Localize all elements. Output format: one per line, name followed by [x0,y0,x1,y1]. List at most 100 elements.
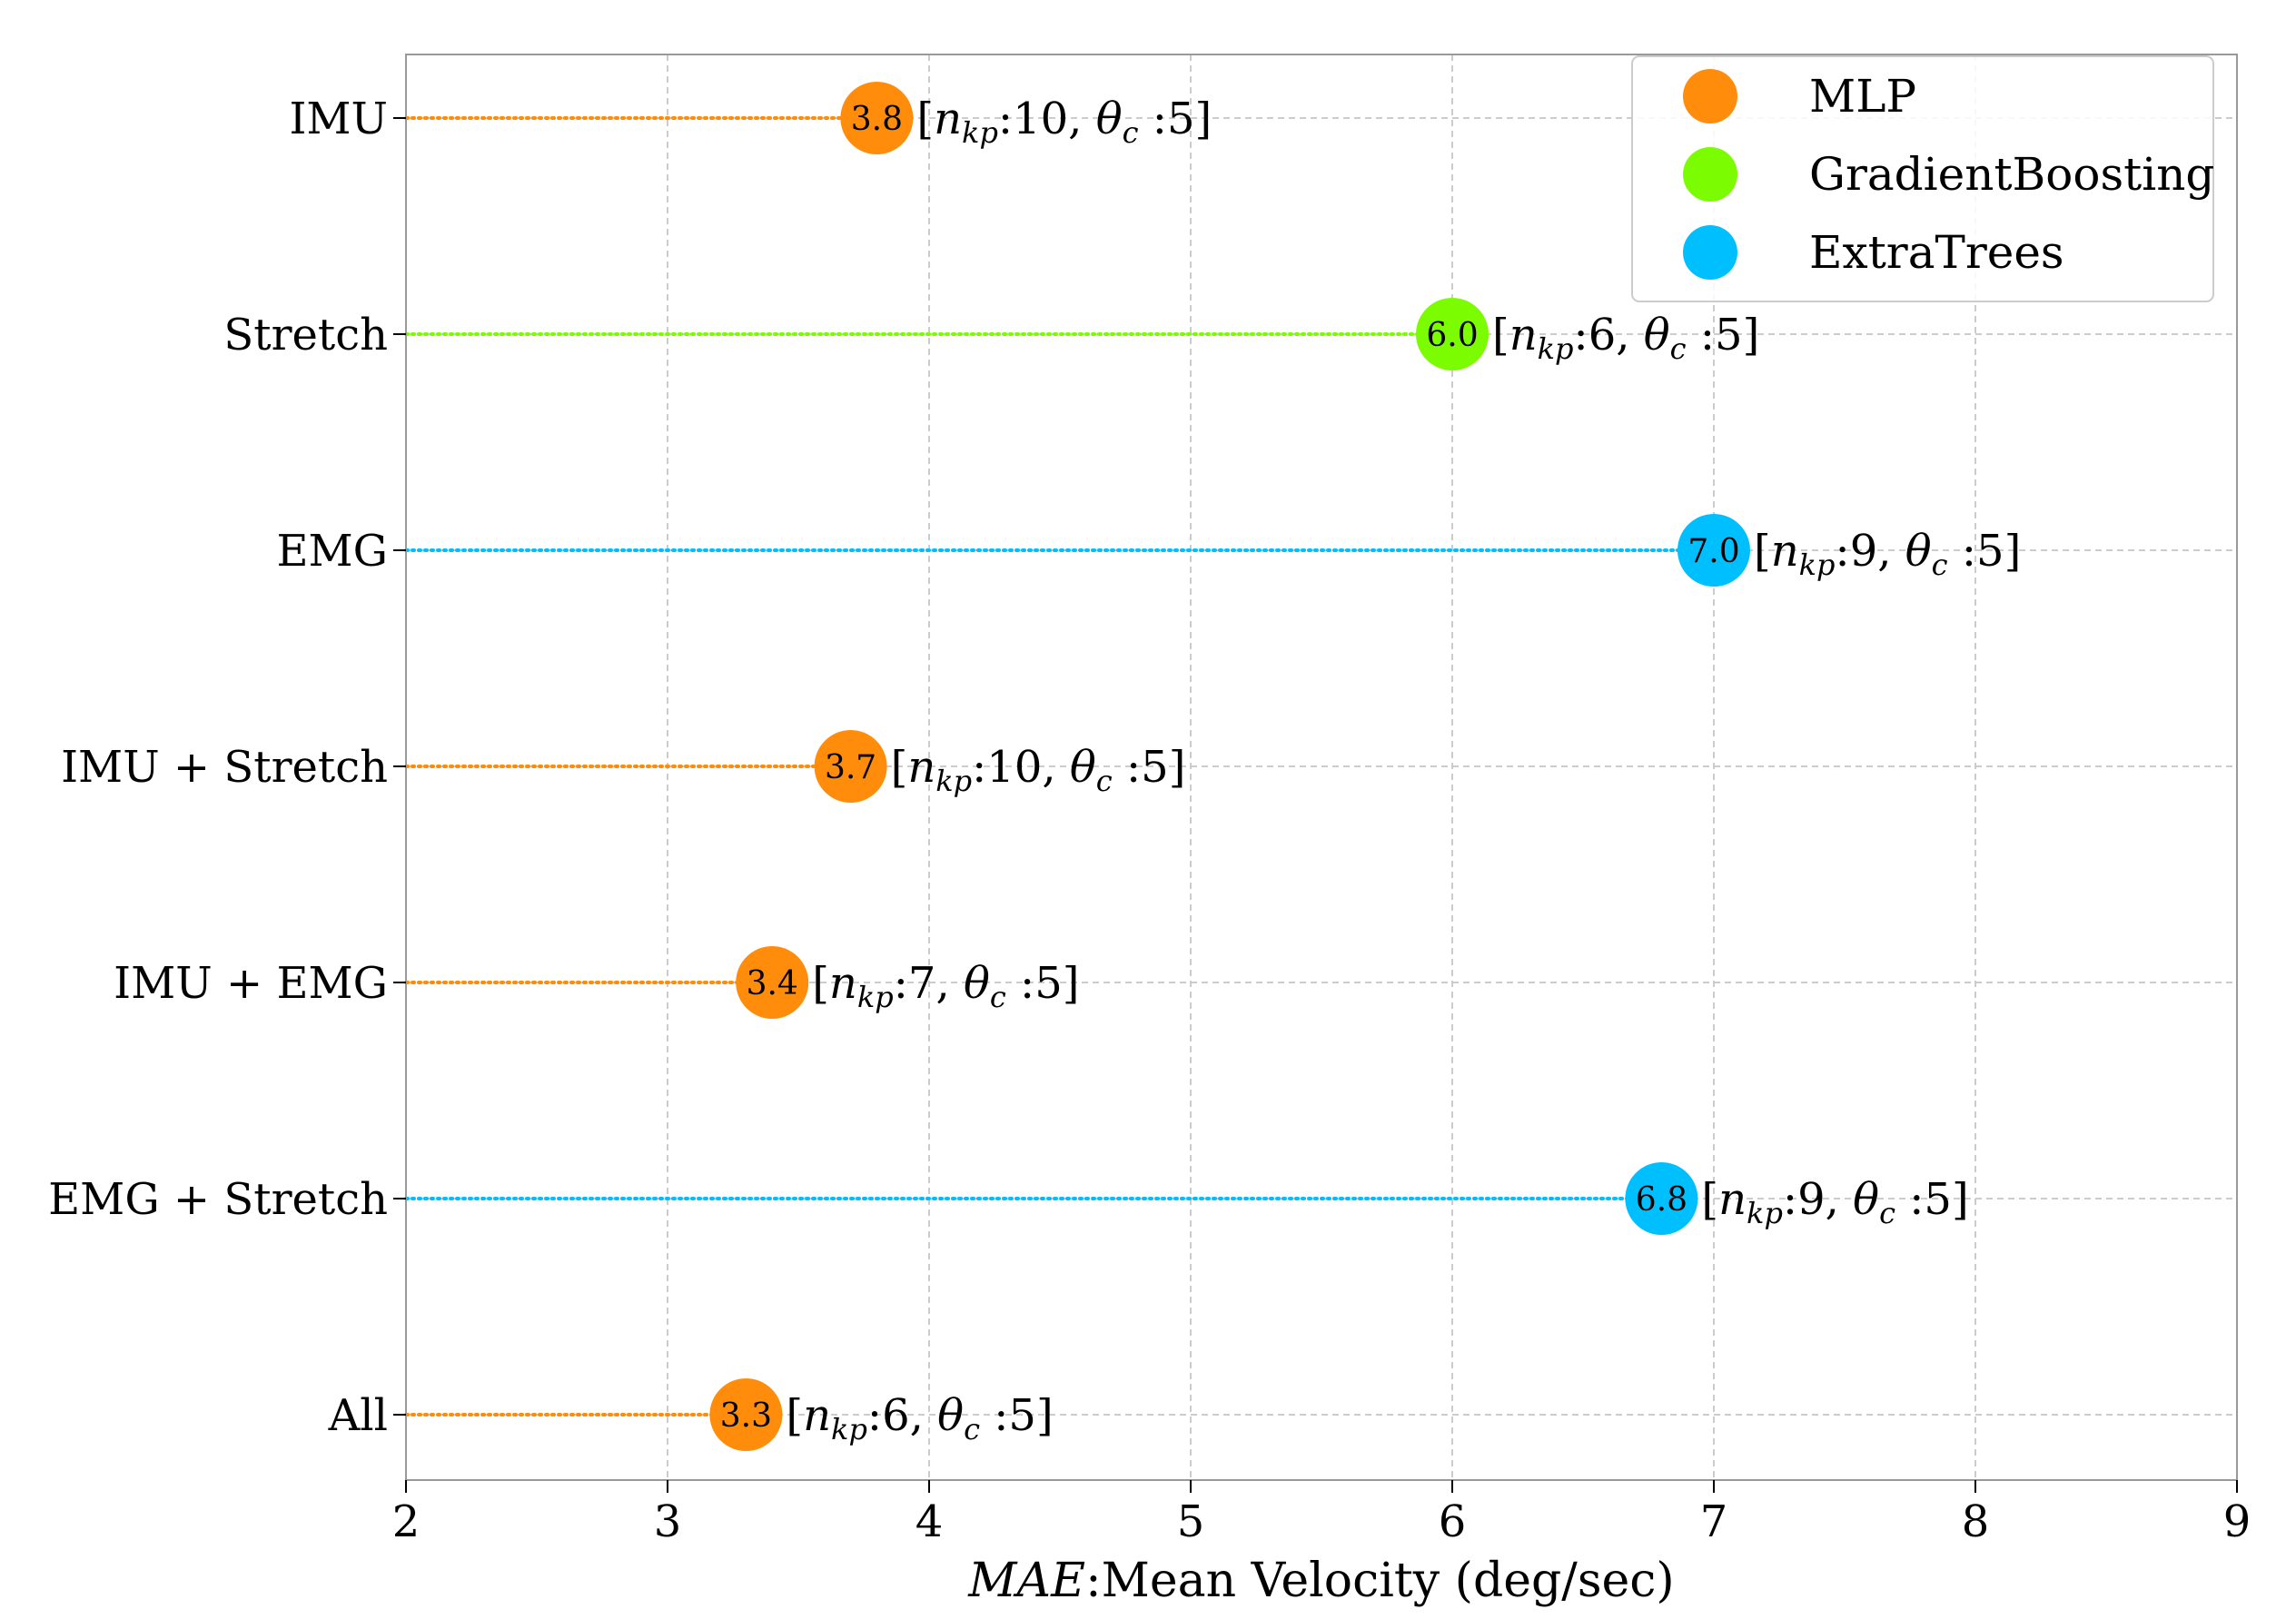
annotation-theta-value: 5 [1924,1174,1952,1225]
annotation-bracket: ] [1036,1390,1054,1441]
annotation-theta-symbol: θ [1905,526,1932,577]
annotation-colon: : [980,1390,1008,1441]
annotation-colon: : [1113,742,1141,793]
annotation-comma: , [1877,526,1905,577]
x-axis-title: MAE:Mean Velocity (deg/sec) [967,1554,1674,1608]
annotation-n-symbol: n [803,1390,831,1441]
marker-value-label: 6.8 [1636,1181,1687,1219]
annotation-colon: : [998,94,1013,144]
legend-label: MLP [1809,70,1916,123]
legend-label: GradientBoosting [1809,148,2214,201]
annotation-colon: : [1006,958,1034,1009]
annotation-colon: : [1948,526,1976,577]
marker-value-label: 6.0 [1426,317,1478,354]
annotation-text: [nkp:6, θc :5] [1492,310,1759,366]
legend-label: ExtraTrees [1809,226,2064,279]
annotation-theta-subscript: c [1879,1196,1895,1230]
annotation-theta-value: 5 [1034,958,1063,1009]
legend-marker-extratrees [1683,225,1737,280]
annotation-n-value: 10 [986,742,1042,793]
annotation-comma: , [935,958,964,1009]
y-tick-label: IMU + EMG [114,958,388,1009]
annotation-theta-symbol: θ [1070,742,1096,793]
marker-mlp [840,82,914,154]
annotation-n-value: 6 [1588,310,1617,360]
x-tick-label: 9 [2223,1496,2251,1547]
marker-gradientboosting [1416,298,1489,370]
annotation-n-value: 9 [1797,1174,1826,1225]
annotation-text: [nkp:10, θc :5] [916,94,1212,150]
legend-marker-mlp [1683,69,1737,123]
marker-value-label: 7.0 [1687,533,1739,570]
annotation-comma: , [1616,310,1644,360]
annotation-bracket: ] [1195,94,1212,144]
stems [404,116,1716,1417]
x-tick-label: 8 [1962,1496,1990,1547]
annotation-bracket: ] [2004,526,2022,577]
y-axis-ticks: IMU Stretch EMG IMU + Stretch IMU + EMG EMG +… [48,94,406,1441]
annotation-colon: : [1783,1174,1797,1225]
annotation-n-symbol: n [907,742,935,793]
annotation-bracket: [ [1701,1174,1718,1225]
annotation-n-subscript: kp [1747,1196,1783,1230]
annotation-n-subscript: kp [935,764,972,798]
marker-value-label: 3.8 [851,101,903,138]
annotation-theta-value: 5 [1715,310,1743,360]
legend-marker-gradientboosting [1683,147,1737,202]
annotation-n-value: 7 [908,958,936,1009]
marker-mlp [736,946,809,1019]
annotation-bracket: ] [1952,1174,1969,1225]
annotation-theta-subscript: c [1932,548,1948,582]
annotation-theta-value: 5 [1008,1390,1036,1441]
annotation-n-value: 6 [882,1390,910,1441]
annotation-comma: , [1068,94,1096,144]
annotation-n-symbol: n [1718,1174,1747,1225]
marker-extratrees [1625,1162,1698,1235]
y-tick-label: EMG + Stretch [48,1174,388,1225]
annotation-comma: , [910,1390,938,1441]
annotation-theta-value: 5 [1167,94,1195,144]
annotation-theta-symbol: θ [964,958,990,1009]
annotation-colon: : [1836,526,1850,577]
annotation-n-symbol: n [1771,526,1799,577]
annotation-bracket: [ [812,958,829,1009]
marker-extratrees [1677,514,1750,587]
annotation-comma: , [1042,742,1070,793]
y-tick-label: All [328,1390,388,1441]
marker-value-label: 3.4 [747,965,798,1002]
annotation-colon: : [894,958,908,1009]
x-tick-label: 6 [1439,1496,1467,1547]
annotation-theta-subscript: c [990,980,1006,1014]
annotation-n-subscript: kp [1799,548,1836,582]
annotation-colon: : [1687,310,1715,360]
x-tick-label: 5 [1177,1496,1205,1547]
annotation-colon: : [972,742,986,793]
marker-mlp [814,730,887,803]
annotation-comma: , [1826,1174,1854,1225]
annotation-theta-value: 5 [1141,742,1169,793]
annotation-colon: : [1895,1174,1924,1225]
annotation-bracket: [ [786,1390,803,1441]
annotation-theta-symbol: θ [1853,1174,1879,1225]
annotation-bracket: ] [1169,742,1186,793]
x-axis-title-math: MAE [967,1554,1085,1608]
annotation-n-value: 9 [1850,526,1878,577]
x-axis-title-text: :Mean Velocity (deg/sec) [1085,1554,1675,1608]
annotation-theta-subscript: c [1123,115,1139,150]
marker-mlp [709,1378,783,1451]
annotation-bracket: [ [891,742,908,793]
annotation-n-symbol: n [829,958,857,1009]
annotations: [nkp:10, θc :5][nkp:6, θc :5][nkp:9, θc … [786,94,2021,1446]
annotation-bracket: [ [1492,310,1509,360]
annotation-n-subscript: kp [831,1412,867,1446]
annotation-text: [nkp:7, θc :5] [812,958,1079,1014]
annotation-bracket: ] [1743,310,1760,360]
annotation-theta-subscript: c [1096,764,1113,798]
x-tick-label: 2 [392,1496,421,1547]
marker-value-label: 3.7 [825,749,876,786]
legend-box [1631,55,2214,302]
y-tick-label: Stretch [223,310,388,360]
marker-value-label: 3.3 [720,1397,772,1435]
x-tick-label: 3 [654,1496,682,1547]
